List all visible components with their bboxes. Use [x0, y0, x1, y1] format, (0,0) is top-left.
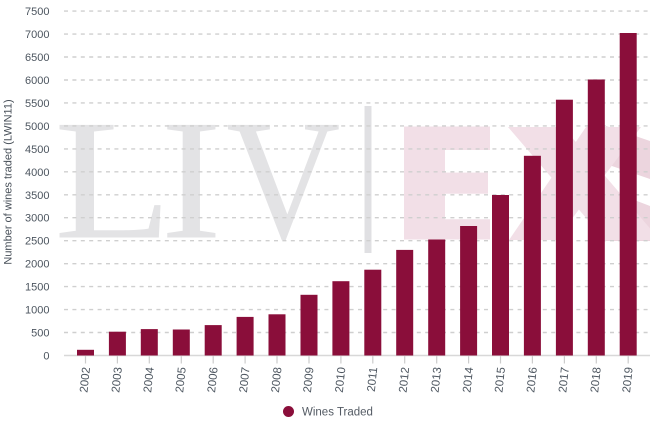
- svg-text:4000: 4000: [25, 167, 49, 179]
- svg-text:5500: 5500: [25, 98, 49, 110]
- svg-text:1500: 1500: [25, 282, 49, 294]
- svg-text:2019: 2019: [621, 367, 636, 394]
- svg-text:2016: 2016: [525, 367, 540, 394]
- svg-text:3500: 3500: [25, 190, 49, 202]
- svg-text:7000: 7000: [25, 29, 49, 41]
- svg-text:Number of wines traded (LWIN11: Number of wines traded (LWIN11): [3, 99, 15, 264]
- svg-text:2010: 2010: [334, 367, 349, 394]
- svg-text:0: 0: [43, 351, 49, 363]
- svg-text:2006: 2006: [206, 367, 221, 394]
- svg-text:6500: 6500: [25, 52, 49, 64]
- svg-text:2007: 2007: [238, 367, 253, 394]
- svg-text:2500: 2500: [25, 236, 49, 248]
- svg-text:L: L: [54, 84, 172, 275]
- svg-text:6000: 6000: [25, 75, 49, 87]
- svg-text:Wines Traded: Wines Traded: [302, 406, 373, 418]
- svg-text:2018: 2018: [589, 367, 604, 394]
- svg-text:7500: 7500: [25, 6, 49, 18]
- svg-text:2017: 2017: [557, 367, 572, 394]
- svg-text:2011: 2011: [366, 367, 381, 393]
- svg-text:4500: 4500: [25, 144, 49, 156]
- svg-text:3000: 3000: [25, 213, 49, 225]
- svg-text:2009: 2009: [302, 367, 317, 394]
- svg-text:2002: 2002: [78, 367, 93, 394]
- svg-text:2015: 2015: [493, 367, 508, 394]
- svg-text:1000: 1000: [25, 305, 49, 317]
- svg-text:2008: 2008: [270, 367, 285, 394]
- svg-text:2005: 2005: [174, 367, 189, 394]
- svg-text:2014: 2014: [461, 366, 476, 393]
- svg-text:V: V: [226, 85, 340, 275]
- svg-text:500: 500: [31, 328, 49, 340]
- svg-text:2013: 2013: [430, 367, 445, 394]
- svg-text:5000: 5000: [25, 121, 49, 133]
- svg-text:2000: 2000: [25, 259, 49, 271]
- svg-text:I: I: [161, 84, 222, 275]
- svg-text:2003: 2003: [110, 367, 125, 394]
- svg-text:2004: 2004: [142, 366, 157, 393]
- svg-text:2012: 2012: [398, 367, 413, 394]
